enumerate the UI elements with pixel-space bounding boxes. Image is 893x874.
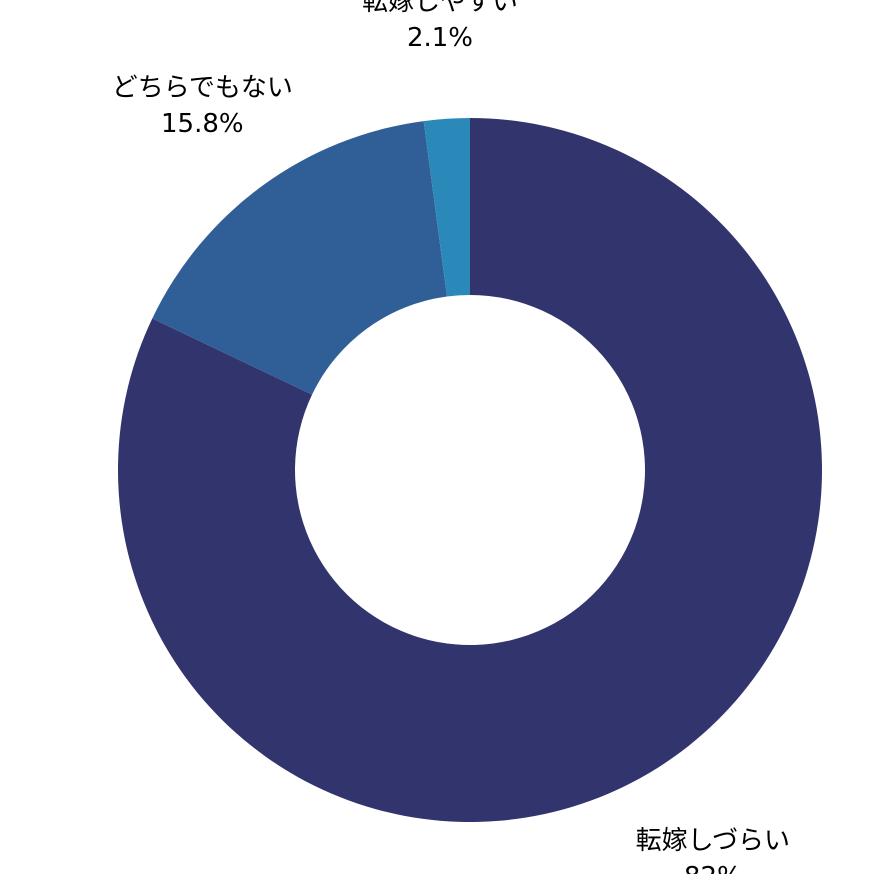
value-label-easy-to-pass-on: 2.1%	[407, 23, 473, 53]
value-label-neither: 15.8%	[161, 109, 244, 139]
slices-group	[117, 118, 822, 823]
slice-neither	[152, 121, 447, 395]
labels-group: 転嫁しづらい 82% どちらでもない 15.8% 転嫁しやすい 2.1%	[112, 0, 790, 874]
slice-hard-to-pass-on	[117, 118, 822, 823]
category-label-hard-to-pass-on: 転嫁しづらい	[636, 826, 790, 856]
slice-label-neither: どちらでもない 15.8%	[112, 73, 293, 139]
value-label-hard-to-pass-on: 82%	[684, 862, 742, 874]
slice-easy-to-pass-on	[423, 118, 470, 297]
category-label-easy-to-pass-on: 転嫁しやすい	[362, 0, 518, 17]
category-label-neither: どちらでもない	[112, 73, 293, 103]
slice-label-hard-to-pass-on: 転嫁しづらい 82%	[636, 826, 790, 874]
slice-label-easy-to-pass-on: 転嫁しやすい 2.1%	[362, 0, 518, 53]
